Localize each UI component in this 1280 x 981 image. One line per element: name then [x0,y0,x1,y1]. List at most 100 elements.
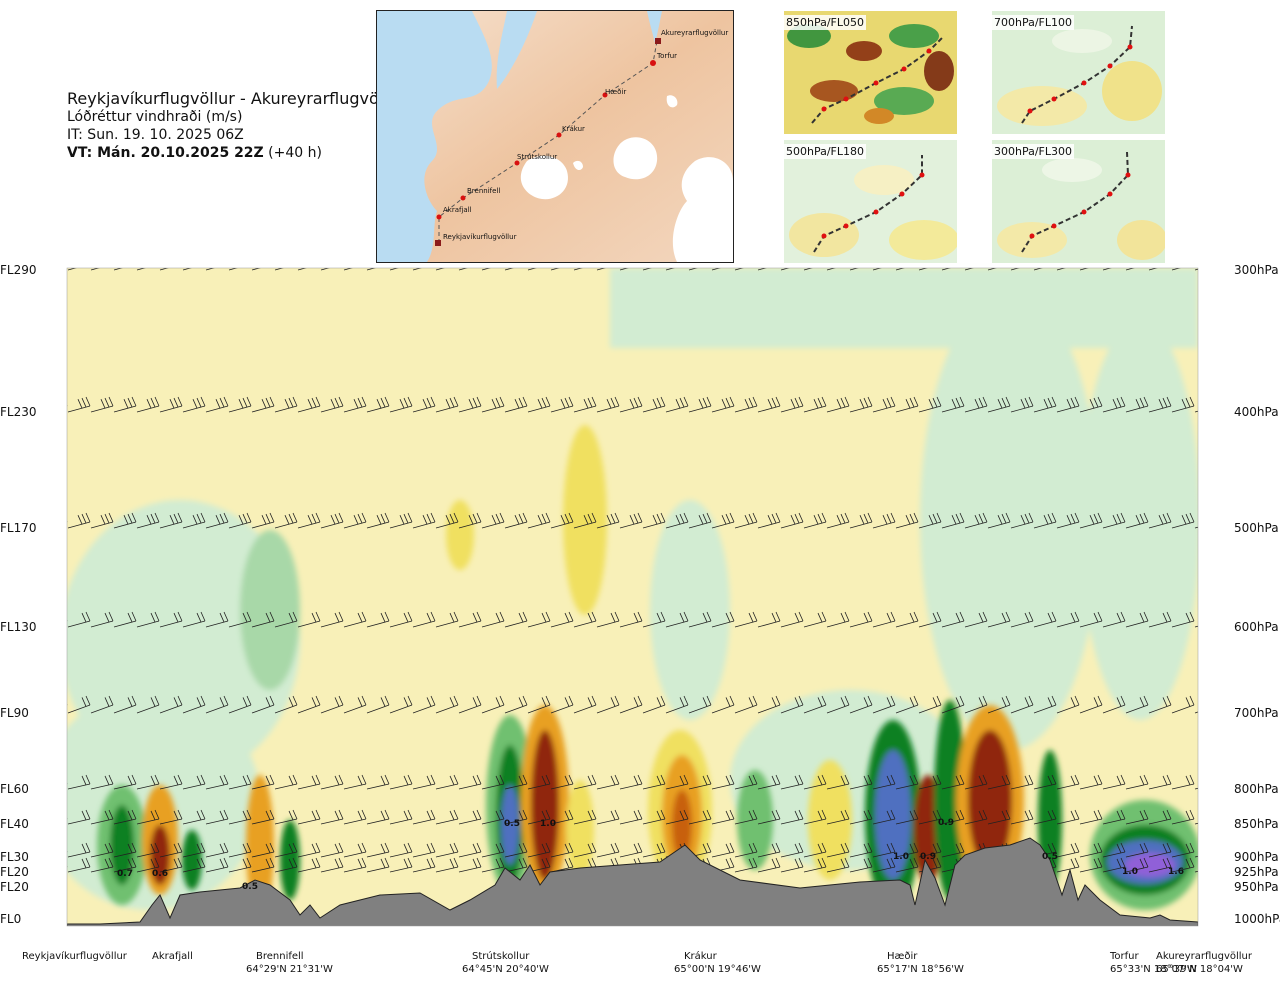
wind-barb [504,512,528,529]
wind-barb [389,857,413,873]
valid-time-offset: (+40 h) [268,145,322,161]
wind-barb [90,611,114,628]
wind-barb [941,695,965,714]
wind-barb [481,774,505,790]
wind-barb [1171,512,1195,529]
wind-barb [67,857,91,873]
wind-barb [688,774,712,790]
wind-barb [573,396,597,413]
wind-barb [343,268,353,271]
location-label: Akureyrarflugvöllur 65°39'N 18°04'W [1156,950,1252,976]
wind-barb [458,809,482,825]
wind-barb [596,268,606,271]
location-name: Akureyrarflugvöllur [1156,951,1253,962]
wind-barb [159,512,183,529]
wind-barb [113,512,137,529]
wind-barb [550,268,560,271]
wind-barb [918,809,942,825]
cell-mid-yellow [808,760,852,880]
wind-barb [274,268,284,271]
wind-barb [849,268,859,271]
wind-barb [205,695,229,714]
wind-barb [872,695,896,714]
wind-barb [895,809,919,825]
wind-barb [665,268,675,271]
wind-barb [573,512,597,529]
wind-barb [895,695,919,714]
wind-barb [481,857,505,873]
wind-barb [803,809,827,825]
wind-barb [550,512,574,529]
wind-barb [297,809,321,825]
wind-barb [734,857,758,873]
wind-barb [849,857,873,873]
wind-barb [67,695,91,714]
wind-barb [918,268,928,271]
fl-label: FL230 [0,405,37,419]
wind-barb [1033,774,1057,790]
wind-barb [964,774,988,790]
wind-barb [67,842,91,858]
wind-barb [573,774,597,790]
wind-barb [596,611,620,628]
wind-barb [1056,611,1080,628]
wind-barb [619,774,643,790]
wind-barb [504,268,514,271]
region-haedir-green [920,290,1100,750]
wind-barb [826,809,850,825]
cell-brennifell-orange [246,775,274,915]
wind-barb [987,611,1011,628]
cell-strut-blue [501,785,519,865]
wind-barb [872,611,896,628]
wind-barb [527,695,551,714]
value-label: 1.0 [893,852,909,862]
wind-barb [1102,842,1126,858]
wind-barb [895,396,919,413]
wind-barb [550,695,574,714]
wind-barb [849,396,873,413]
wind-barb [67,521,68,523]
wind-barb [1148,268,1158,271]
wind-barb [136,611,160,628]
wind-barb [711,611,735,628]
location-coord: 64°29'N 21°31'W [246,964,333,975]
wind-barb [481,809,505,825]
wind-barb [642,512,666,529]
wind-barb [849,842,873,858]
cell-reykjavik-core [110,805,134,885]
wind-barb [297,774,321,790]
wind-barb [343,695,367,714]
location-name: Hæðir [887,951,918,962]
wind-barb [412,396,436,413]
wind-barb [596,396,620,413]
wind-barb [780,695,804,714]
wind-barb [941,396,965,413]
wind-barb [987,809,1011,825]
wind-barb [941,842,965,858]
wind-barb [458,396,482,413]
wind-barb [412,857,436,873]
wind-barb [1079,396,1103,413]
wind-barb [757,396,781,413]
wind-barb [205,268,215,271]
wind-barb [1171,396,1195,413]
terrain-profile [67,837,1198,926]
wind-barb [228,396,252,413]
wind-barb [895,512,919,529]
wind-barb [113,396,137,413]
wind-barb [688,396,712,413]
valid-time-date: VT: Mán. 20.10.2025 22Z [67,145,264,161]
wind-barb [251,512,275,529]
wind-barb [757,842,781,858]
wind-barb [734,809,758,825]
location-coord: 65°00'N 19°46'W [674,964,761,975]
wind-barb [1102,268,1112,271]
wind-barb [435,857,459,873]
wind-barb [205,396,229,413]
wind-barb [90,857,114,873]
wind-barb [872,842,896,858]
wind-barb [550,774,574,790]
wind-barb [320,512,344,529]
fl-label: FL60 [0,782,29,796]
